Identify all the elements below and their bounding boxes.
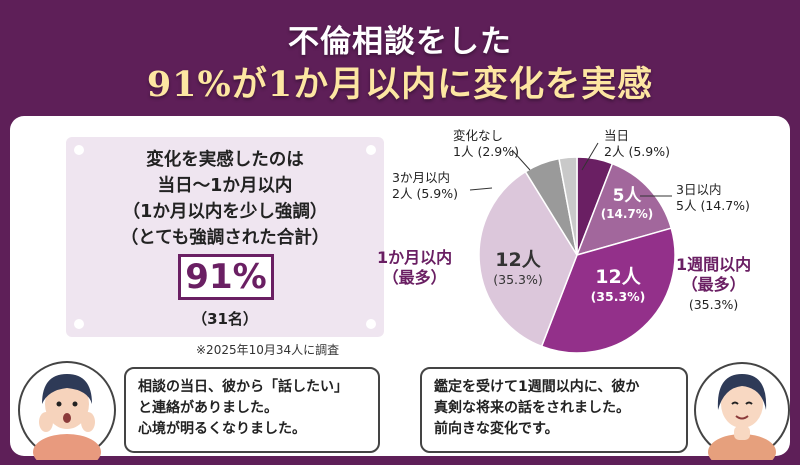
- summary-line-2: 当日〜1か月以内: [157, 176, 293, 196]
- slice-label-same-day: 当日 2人 (5.9%): [604, 128, 670, 159]
- pin-icon: [366, 319, 376, 329]
- pin-icon: [74, 319, 84, 329]
- slice-inner-1-week: 12人 (35.3%): [590, 266, 646, 304]
- percent-value: 91%: [185, 257, 267, 297]
- header: [0, 0, 800, 112]
- slice-label-1-month: 1か月以内 （最多）: [377, 248, 453, 287]
- percent-box: 91%: [178, 254, 274, 300]
- pie-slice-1: [575, 162, 673, 257]
- leader-line: [469, 187, 493, 191]
- leader-line: [511, 149, 531, 171]
- title-line-1: 不倫相談をした: [288, 24, 512, 60]
- footnote: ※2025年10月34人に調査: [196, 343, 340, 357]
- pie-slice-5: [558, 156, 578, 256]
- summary-box: [66, 137, 384, 337]
- summary-line-3: （1か月以内を少し強調）: [122, 202, 328, 222]
- woman-surprised-avatar: [18, 361, 116, 460]
- slice-label-1-week: 1週間以内 （最多） (35.3%): [676, 255, 752, 312]
- pin-icon: [74, 145, 84, 155]
- slice-inner-3-days: 5人 (14.7%): [600, 186, 654, 221]
- pie-slice-3: [478, 170, 578, 348]
- slice-label-3-months: 3か月以内 2人 (5.9%): [392, 170, 458, 201]
- slice-label-no-change: 変化なし 1人 (2.9%): [453, 128, 519, 159]
- summary-line-1: 変化を実感したのは: [146, 150, 304, 170]
- leader-line: [581, 142, 599, 171]
- percent-count: （31名）: [192, 310, 258, 328]
- summary-line-4: （とても強調された合計）: [120, 228, 330, 248]
- title-line-2: 91%が1か月以内に変化を実感: [146, 64, 654, 105]
- pie-slice-2: [540, 227, 676, 354]
- slice-label-3-days: 3日以内 5人 (14.7%): [676, 182, 750, 213]
- pin-icon: [366, 145, 376, 155]
- slice-inner-1-month: 12人 (35.3%): [493, 249, 543, 287]
- testimonial-left: 相談の当日、彼から「話したい」 と連絡がありました。 心境が明るくなりました。: [124, 367, 380, 453]
- woman-smiling-avatar: [694, 362, 790, 460]
- testimonial-right: 鑑定を受けて1週間以内に、彼か 真剣な将来の話をされました。 前向きな変化です。: [420, 367, 688, 453]
